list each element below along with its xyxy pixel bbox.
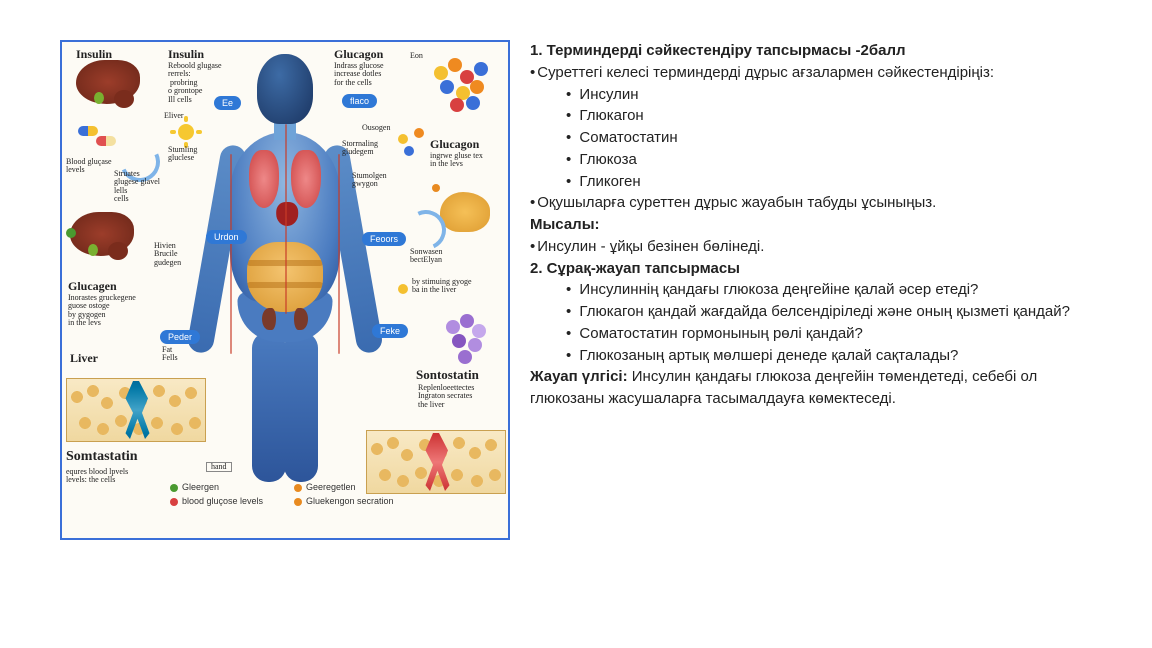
term-item: Глюкагон [580,105,1112,127]
label-ousogen: Ousogen [362,124,390,132]
label-glucagon-2: Glucagon [430,138,479,151]
tag-feke: Feke [372,324,408,338]
terms-list: Инсулин Глюкагон Соматостатин Глюкоза Гл… [530,84,1112,193]
question-item: Инсулиннің қандағы глюкоза деңгейіне қал… [580,279,1112,301]
label-insulin-1: Insulin [76,48,112,61]
dot-icon [398,284,408,294]
stomach-icon [440,192,490,232]
label-liver: Liver [70,352,98,365]
dot-icon [414,128,424,138]
task1-intro: Суреттегі келесі терминдерді дұрыс ағзал… [537,64,994,81]
label-glucagon-1-sub: Indrass glucose increase dotles for the … [334,62,384,87]
legend: Gluekengon secration [294,496,394,506]
label-sontostatin-sub: Replenloeettectes Ingraton secrates the … [418,384,474,409]
label-stumling: Stumling gluclese [168,146,197,163]
pill-icon [78,126,98,136]
label-glucagon-1: Glucagon [334,48,383,61]
label-sonwasen: Sonwasen bectElyan [410,248,442,265]
task2-heading: 2. Сұрақ-жауап тапсырмасы [530,260,740,277]
tag-feoors: Feoors [362,232,406,246]
tag-peder: Peder [160,330,200,344]
label-glucagen-sub: Inorastes gruckegene guose ostoge by gyg… [68,294,136,328]
label-hand: hand [206,462,232,472]
label-sontostatin: Sontostatin [416,368,479,382]
term-item: Инсулин [580,84,1112,106]
label-stumolgen: Stumolgen gwygon [352,172,387,189]
human-figure [200,54,370,484]
legend: Geeregetlen [294,482,356,492]
task1-heading: 1. Терминдерді сәйкестендіру тапсырмасы … [530,42,906,59]
question-item: Глюкагон қандай жағдайда белсендіріледі … [580,301,1112,323]
glucose-icon [174,120,198,144]
diagram-panel: Insulin Insulin Reboold glugase rerrels:… [60,40,510,540]
molecule-cluster-icon [438,314,500,370]
dot-icon [66,228,76,238]
question-item: Соматостатин гормонының рөлі қандай? [580,323,1112,345]
liver-icon [76,60,140,104]
legend: blood gluçose levels [170,496,263,506]
label-storrnaling: Storrnaling gludegem [342,140,378,157]
label-hivien: Hivien Brucile gudegen [154,242,181,267]
tag-flaco: flaco [342,94,377,108]
label-insulin-2: Insulin [168,48,204,61]
task1-note: Оқушыларға суреттен дұрыс жауабын табуды… [537,194,936,211]
label-bystimuling: by stimuing gyoge ba in the liver [412,278,472,295]
tag-ee: Ee [214,96,241,110]
liver-icon [70,212,134,256]
label-eliver: Eliver [164,112,184,120]
label-fatcells: Fat Fells [162,346,178,363]
term-item: Глюкоза [580,149,1112,171]
example-text: Инсулин - ұйқы безінен бөлінеді. [537,238,764,255]
answer-heading: Жауап үлгісі: [530,368,628,385]
label-glucagen: Glucagen [68,280,117,293]
questions-list: Инсулиннің қандағы глюкоза деңгейіне қал… [530,279,1112,366]
tissue-icon [366,430,506,494]
tag-urdon: Urdon [206,230,247,244]
molecule-cluster-icon [430,56,492,112]
label-struates: Struates glugese glavel lells cells [114,170,160,204]
example-heading: Мысалы: [530,216,600,233]
label-blood-glucase: Blood gluçase levels [66,158,112,175]
dot-icon [398,134,408,144]
label-somtastatin: Somtastatin [66,450,138,465]
pill-icon [96,136,116,146]
label-somtastatin-sub: equres blood lpvels levels: the cells [66,468,128,485]
text-panel: 1. Терминдерді сәйкестендіру тапсырмасы … [510,40,1112,608]
label-glucagon-2-sub: ingrwe gluse tex in the levs [430,152,483,169]
label-scale: Eon [410,52,423,60]
tissue-icon [66,378,206,442]
term-item: Соматостатин [580,127,1112,149]
term-item: Гликоген [580,171,1112,193]
dot-icon [404,146,414,156]
legend: Gleergen [170,482,219,492]
dot-icon [432,184,440,192]
question-item: Глюкозаның артық мөлшері денеде қалай са… [580,345,1112,367]
